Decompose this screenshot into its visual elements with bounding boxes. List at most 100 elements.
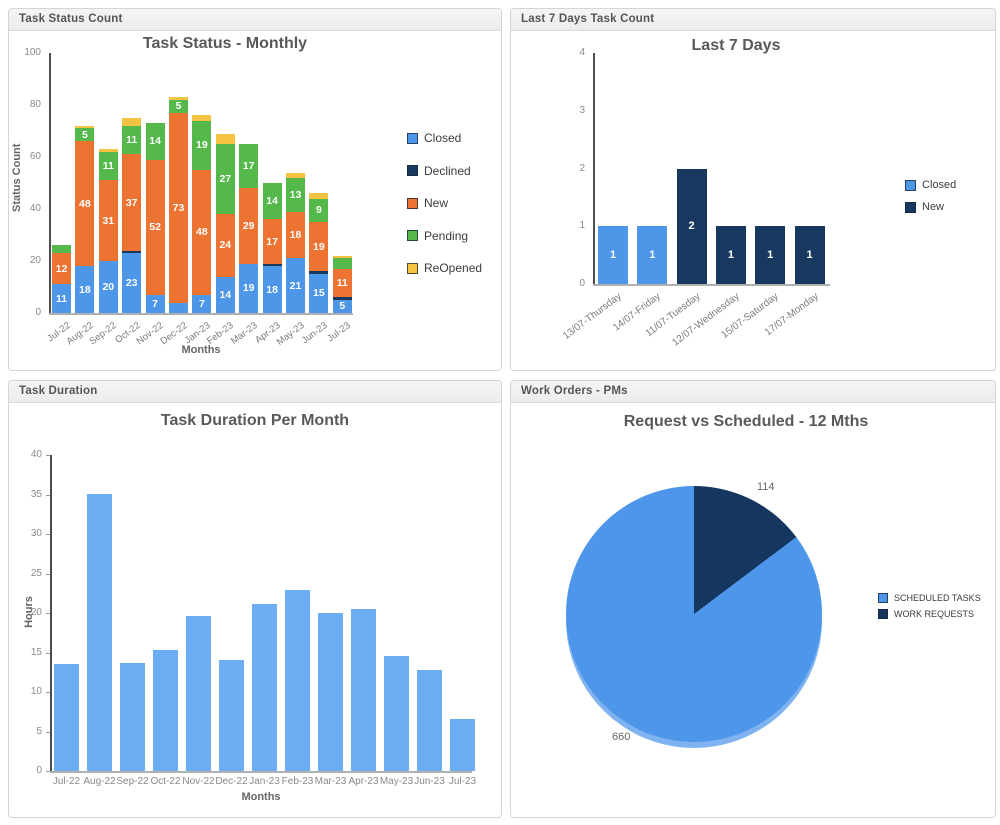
bar-segment-reopened[interactable] [98, 149, 118, 152]
bar-segment-new[interactable]: 18 [286, 211, 305, 259]
bar-feb-23[interactable]: 14 24 27 [215, 133, 235, 313]
bar-segment-closed[interactable]: 7 [145, 294, 165, 313]
bar-jun-23[interactable]: 15 19 9 [309, 193, 329, 313]
bar-apr-23[interactable] [351, 609, 376, 771]
bar-segment-pending[interactable]: 5 [169, 99, 188, 113]
bar-segment-reopened[interactable] [309, 193, 329, 199]
bar-13/07-thursday[interactable]: 1 [598, 226, 628, 284]
pie-request-vs-scheduled[interactable] [566, 486, 822, 742]
bar-segment-pending[interactable]: 14 [262, 183, 282, 220]
bar-segment-declined[interactable] [332, 297, 352, 300]
bar-oct-22[interactable]: 23 37 11 [122, 118, 142, 313]
bar-segment-pending[interactable] [332, 258, 352, 269]
bar-12/07-wednesday[interactable]: 1 [715, 226, 746, 284]
bar-segment-pending[interactable]: 9 [309, 198, 329, 222]
bar-segment-new[interactable]: 17 [262, 219, 282, 264]
bar-segment-pending[interactable]: 19 [192, 120, 212, 170]
bar-segment[interactable] [120, 662, 145, 771]
legend-item-scheduled-tasks[interactable]: SCHEDULED TASKS [878, 593, 981, 603]
bar-segment-pending[interactable]: 13 [286, 177, 305, 212]
bar-segment-closed[interactable]: 18 [262, 266, 282, 313]
bar-segment-closed[interactable]: 14 [215, 276, 235, 313]
bar-segment[interactable] [285, 590, 310, 771]
bar-segment-pending[interactable]: 17 [239, 144, 259, 189]
bar-segment-pending[interactable]: 5 [75, 128, 95, 142]
bar-segment-declined[interactable] [262, 263, 282, 267]
bar-dec-22[interactable]: 73 5 [169, 97, 188, 313]
legend-item-new[interactable]: New [905, 201, 956, 213]
bar-segment-new[interactable]: 37 [122, 154, 142, 251]
bar-segment[interactable] [87, 493, 112, 771]
bar-segment[interactable] [384, 656, 409, 771]
bar-14/07-friday[interactable]: 1 [637, 226, 668, 284]
bar-jan-23[interactable]: 7 48 19 [192, 115, 212, 313]
bar-segment[interactable] [219, 660, 244, 771]
bar-jul-22[interactable]: 11 12 [52, 245, 71, 313]
bar-segment-new[interactable]: 1 [715, 226, 746, 284]
legend-item-reopened[interactable]: ReOpened [407, 261, 482, 275]
bar-segment-closed[interactable]: 5 [332, 299, 352, 313]
bar-segment-new[interactable]: 19 [309, 222, 329, 272]
bar-segment-new[interactable]: 48 [192, 170, 212, 295]
bar-segment-new[interactable]: 11 [332, 268, 352, 298]
bar-jun-23[interactable] [417, 669, 442, 771]
bar-segment-reopened[interactable] [192, 115, 212, 121]
bar-segment-reopened[interactable] [75, 125, 95, 129]
bar-sep-22[interactable] [120, 662, 145, 771]
bar-jul-23[interactable] [450, 718, 475, 771]
bar-15/07-saturday[interactable]: 1 [755, 226, 786, 284]
bar-segment-pending[interactable]: 27 [215, 144, 235, 215]
bar-segment-new[interactable]: 52 [145, 159, 165, 295]
bar-segment-closed[interactable]: 1 [637, 226, 668, 284]
bar-segment-reopened[interactable] [169, 97, 188, 100]
bar-feb-23[interactable] [285, 590, 310, 771]
bar-segment-reopened[interactable] [332, 255, 352, 259]
bar-segment-new[interactable]: 1 [794, 226, 825, 284]
bar-segment-declined[interactable] [309, 271, 329, 274]
bar-apr-23[interactable]: 18 17 14 [262, 183, 282, 313]
bar-dec-22[interactable] [219, 660, 244, 771]
bar-segment-closed[interactable]: 7 [192, 294, 212, 313]
bar-segment-closed[interactable] [169, 302, 188, 313]
legend-item-pending[interactable]: Pending [407, 229, 482, 243]
bar-aug-22[interactable]: 18 48 5 [75, 125, 95, 313]
bar-jul-23[interactable]: 5 11 [332, 255, 352, 313]
legend-item-closed[interactable]: Closed [407, 131, 482, 145]
bar-segment-new[interactable]: 73 [169, 112, 188, 303]
bar-segment-new[interactable]: 31 [98, 180, 118, 261]
bar-jul-22[interactable] [54, 664, 79, 771]
bar-mar-23[interactable] [318, 613, 343, 771]
bar-segment[interactable] [252, 603, 277, 771]
bar-segment[interactable] [450, 718, 475, 771]
bar-mar-23[interactable]: 19 29 17 [239, 144, 259, 313]
bar-segment-pending[interactable]: 11 [122, 125, 142, 155]
bar-segment-reopened[interactable] [286, 172, 305, 178]
bar-segment[interactable] [153, 650, 178, 771]
bar-may-23[interactable] [384, 656, 409, 771]
bar-segment-reopened[interactable] [215, 133, 235, 145]
legend-item-closed[interactable]: Closed [905, 179, 956, 191]
bar-segment-pending[interactable] [52, 245, 71, 254]
legend-item-work-requests[interactable]: WORK REQUESTS [878, 609, 981, 619]
bar-segment-closed[interactable]: 1 [598, 226, 628, 284]
bar-jan-23[interactable] [252, 603, 277, 771]
bar-oct-22[interactable] [153, 650, 178, 771]
bar-nov-22[interactable] [186, 616, 211, 771]
bar-segment-new[interactable]: 2 [676, 168, 707, 284]
bar-sep-22[interactable]: 20 31 11 [98, 149, 118, 313]
legend-item-new[interactable]: New [407, 196, 482, 210]
bar-nov-22[interactable]: 7 52 14 [145, 123, 165, 313]
bar-segment-new[interactable]: 24 [215, 214, 235, 277]
bar-11/07-tuesday[interactable]: 2 [676, 168, 707, 284]
bar-segment-new[interactable]: 12 [52, 253, 71, 285]
bar-segment-closed[interactable]: 20 [98, 260, 118, 313]
bar-segment-new[interactable]: 48 [75, 141, 95, 267]
bar-segment[interactable] [351, 609, 376, 771]
bar-segment-new[interactable]: 1 [755, 226, 786, 284]
bar-segment[interactable] [417, 669, 442, 771]
bar-aug-22[interactable] [87, 493, 112, 771]
bar-segment-closed[interactable]: 19 [239, 263, 259, 313]
bar-17/07-monday[interactable]: 1 [794, 226, 825, 284]
bar-segment-new[interactable]: 29 [239, 188, 259, 264]
bar-segment-reopened[interactable] [122, 118, 142, 126]
